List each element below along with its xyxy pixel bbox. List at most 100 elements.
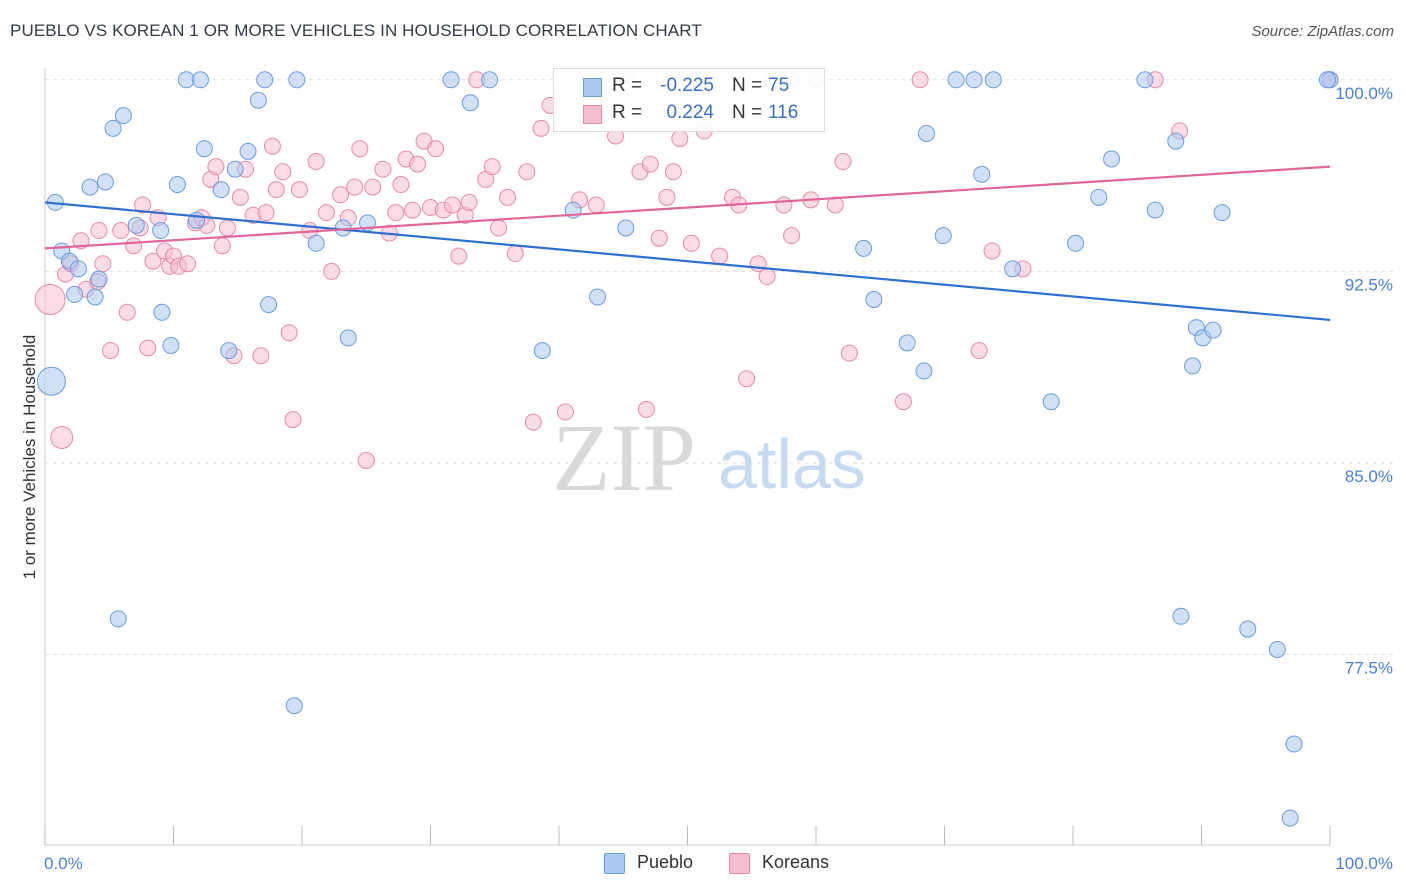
pueblo-point [220, 342, 238, 360]
legend-swatch-pueblo [583, 78, 602, 97]
koreans-point [738, 370, 756, 388]
pueblo-point [334, 219, 352, 237]
pueblo-point [1090, 188, 1108, 206]
koreans-point [911, 71, 929, 89]
pueblo-point [1042, 393, 1060, 411]
pueblo-point [152, 222, 170, 240]
pueblo-point [481, 71, 499, 89]
koreans-point [556, 403, 574, 421]
koreans-point [94, 255, 112, 273]
legend-label-koreans: Koreans [762, 852, 830, 872]
koreans-point [323, 262, 341, 280]
legend-row-koreans: R = 0.224 N = 116 [554, 102, 824, 128]
pueblo-point [36, 366, 66, 396]
pueblo-point [984, 71, 1002, 89]
koreans-point [139, 339, 157, 357]
koreans-point [112, 222, 130, 240]
koreans-point [102, 342, 120, 360]
pueblo-point [168, 176, 186, 194]
koreans-point [460, 193, 478, 211]
koreans-point [263, 137, 281, 155]
koreans-point [374, 160, 392, 178]
pueblo-point [212, 181, 230, 199]
koreans-point [257, 204, 275, 222]
pueblo-point [461, 94, 479, 112]
koreans-point [650, 229, 668, 247]
koreans-point [483, 158, 501, 176]
pueblo-point [86, 288, 104, 306]
y-axis-label: 1 or more Vehicles in Household [20, 335, 39, 580]
koreans-point [664, 163, 682, 181]
watermark-atlas: atlas [718, 425, 866, 503]
legend-r-value: -0.225 [660, 75, 714, 96]
pueblo-point [1239, 620, 1257, 638]
pueblo-point [1136, 71, 1154, 89]
koreans-point [290, 181, 308, 199]
pueblo-point [96, 173, 114, 191]
watermark-zip: ZIP [552, 404, 696, 511]
pueblo-point [1172, 607, 1190, 625]
pueblo-point [285, 697, 303, 715]
chart-source: Source: ZipAtlas.com [1251, 23, 1394, 40]
pueblo-point [965, 71, 983, 89]
koreans-point [450, 247, 468, 265]
pueblo-point [1213, 204, 1231, 222]
koreans-point [711, 247, 729, 265]
pueblo-point [226, 160, 244, 178]
pueblo-point [114, 107, 132, 125]
legend-swatch-koreans [729, 853, 750, 874]
pueblo-point [1285, 735, 1303, 753]
koreans-point [834, 153, 852, 171]
pueblo-point [153, 303, 171, 321]
pueblo-point [617, 219, 635, 237]
koreans-point [671, 130, 689, 148]
koreans-point [267, 181, 285, 199]
koreans-point [682, 234, 700, 252]
series-legend: Pueblo Koreans [0, 852, 1406, 876]
pueblo-point [1004, 260, 1022, 278]
legend-r-label: R = [612, 75, 643, 96]
pueblo-point [127, 216, 145, 234]
pueblo-point [249, 91, 267, 109]
chart-title: PUEBLO VS KOREAN 1 OR MORE VEHICLES IN H… [10, 21, 702, 40]
koreans-point [392, 176, 410, 194]
koreans-point [118, 303, 136, 321]
pueblo-point [66, 285, 84, 303]
pueblo-point [589, 288, 607, 306]
koreans-point [490, 219, 508, 237]
koreans-point [144, 252, 162, 270]
pueblo-point [1184, 357, 1202, 375]
koreans-point [404, 201, 422, 219]
trend-lines [44, 165, 1331, 322]
pueblo-point [307, 234, 325, 252]
pueblo-point [915, 362, 933, 380]
koreans-point [970, 342, 988, 360]
x-tick-label: 100.0% [1335, 854, 1393, 873]
pueblo-point [256, 71, 274, 89]
tick-labels: 100.0% 92.5% 85.0% 77.5% 0.0% 100.0% [44, 84, 1393, 873]
pueblo-point [104, 119, 122, 137]
koreans-point [758, 268, 776, 286]
pueblo-point [973, 165, 991, 183]
pueblo-point [191, 71, 209, 89]
pueblo-point [288, 71, 306, 89]
pueblo-point [442, 71, 460, 89]
pueblo-point [339, 329, 357, 347]
pueblo-point [1204, 321, 1222, 339]
pueblo-point [177, 71, 195, 89]
legend-n-label: N = [732, 102, 763, 123]
koreans-point [826, 196, 844, 214]
pueblo-point [855, 239, 873, 257]
watermark: ZIP atlas [552, 404, 866, 511]
y-tick-label: 92.5% [1345, 275, 1393, 294]
pueblo-point [1167, 132, 1185, 150]
koreans-point [775, 196, 793, 214]
koreans-point [427, 140, 445, 158]
legend-swatch-pueblo [604, 853, 625, 874]
pueblo-point [1318, 71, 1336, 89]
legend-swatch-koreans [583, 105, 602, 124]
pueblo-point [947, 71, 965, 89]
koreans-point [983, 242, 1001, 260]
pueblo-point [898, 334, 916, 352]
